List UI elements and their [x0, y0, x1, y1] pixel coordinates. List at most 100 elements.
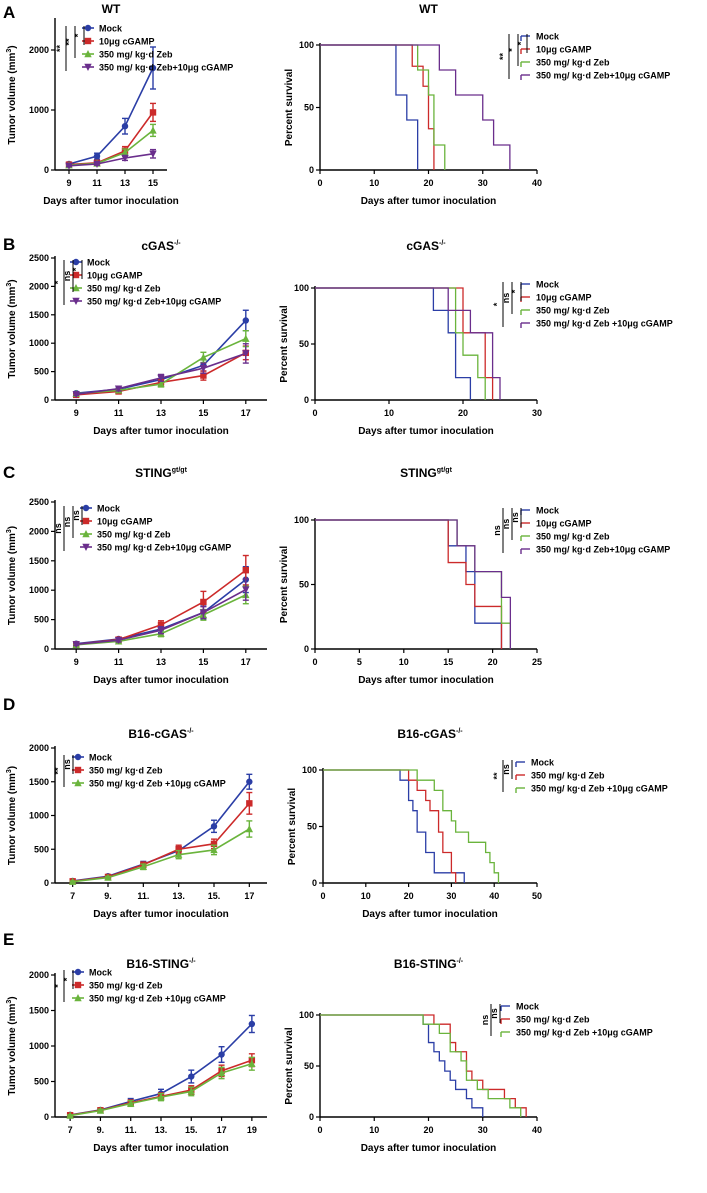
- legend-marker: [82, 517, 90, 525]
- legend-label: 350 mg/ kg·d Zeb: [516, 1015, 590, 1025]
- series-3: [68, 820, 254, 885]
- legend-marker: [84, 24, 92, 32]
- x-tick-label: 17: [217, 1125, 227, 1135]
- legend-label: 10μg cGAMP: [536, 293, 592, 303]
- survival-curve: [323, 769, 465, 883]
- x-tick-label: 17: [241, 657, 251, 667]
- legend-marker: [74, 994, 82, 1002]
- x-tick-label: 7: [68, 1125, 73, 1135]
- series-1: [315, 287, 472, 400]
- x-tick-label: 10: [399, 657, 409, 667]
- legend-item: 10μg cGAMP: [82, 37, 155, 47]
- legend-item: Mock: [72, 753, 113, 763]
- series-line: [72, 781, 250, 882]
- y-axis-label: Tumor volume (mm3): [6, 279, 18, 378]
- significance-label: ns: [62, 759, 72, 770]
- y-tick-label: 100: [302, 765, 317, 775]
- legend-item: Mock: [80, 504, 121, 514]
- series-4: [315, 287, 501, 400]
- panel-letter-b: B: [3, 235, 15, 254]
- x-axis-label: Days after tumor inoculation: [93, 1143, 229, 1154]
- y-tick-label: 0: [309, 1112, 314, 1122]
- significance-label: ns: [53, 523, 63, 534]
- data-point: [175, 846, 182, 853]
- x-axis-label: Days after tumor inoculation: [358, 426, 494, 437]
- data-point: [188, 1073, 195, 1080]
- x-tick-label: 25: [532, 657, 542, 667]
- legend-item: 350 mg/ kg·d Zeb: [520, 58, 610, 68]
- x-tick-label: 0: [320, 891, 325, 901]
- data-point: [157, 626, 165, 635]
- y-tick-label: 50: [307, 822, 317, 832]
- y-tick-label: 2000: [29, 743, 49, 753]
- y-tick-label: 1000: [29, 1041, 49, 1051]
- legend-item: 10μg cGAMP: [80, 517, 153, 527]
- legend-label: 350 mg/ kg·d Zeb +10μg cGAMP: [89, 779, 226, 789]
- legend-label: Mock: [87, 258, 111, 268]
- legend-marker: [74, 753, 82, 761]
- chart-title: B16-cGAS-/-: [397, 727, 463, 741]
- y-tick-label: 2500: [29, 497, 49, 507]
- legend-item: 350 mg/ kg·d Zeb+10μg cGAMP: [520, 545, 670, 555]
- x-tick-label: 10: [361, 891, 371, 901]
- y-tick-label: 2000: [29, 45, 49, 55]
- y-tick-label: 100: [294, 515, 309, 525]
- legend-label: 350 mg/ kg·d Zeb +10μg cGAMP: [531, 784, 668, 794]
- significance-label: **: [64, 38, 74, 46]
- y-tick-label: 0: [44, 165, 49, 175]
- data-point: [149, 150, 157, 158]
- x-tick-label: 9: [66, 178, 71, 188]
- legend-label: 350 mg/ kg·d Zeb+10μg cGAMP: [99, 63, 233, 73]
- chart-title: cGAS-/-: [406, 239, 446, 253]
- data-point: [149, 64, 157, 72]
- significance-label: **: [55, 45, 65, 53]
- y-tick-label: 0: [44, 1112, 49, 1122]
- x-tick-label: 13: [156, 408, 166, 418]
- legend-marker: [82, 543, 90, 551]
- significance-label: *: [71, 267, 81, 271]
- series-1: [320, 44, 419, 170]
- series-line: [72, 828, 250, 883]
- significance-label: ns: [492, 525, 502, 536]
- x-tick-label: 15.: [208, 891, 221, 901]
- data-point: [210, 840, 218, 848]
- x-tick-label: 20: [423, 1125, 433, 1135]
- legend-label: 350 mg/ kg·d Zeb +10μg cGAMP: [516, 1028, 653, 1038]
- y-tick-label: 50: [304, 103, 314, 113]
- series-2: [320, 1014, 527, 1117]
- y-tick-label: 100: [294, 283, 309, 293]
- x-tick-label: 10: [384, 408, 394, 418]
- x-tick-label: 10: [369, 1125, 379, 1135]
- series-2: [315, 287, 494, 400]
- data-point: [149, 109, 157, 116]
- survival-curve: [315, 287, 501, 400]
- series-2: [323, 769, 457, 883]
- y-tick-label: 500: [34, 844, 49, 854]
- data-point: [65, 162, 73, 170]
- data-point: [96, 1106, 105, 1114]
- legend-item: Mock: [520, 280, 560, 290]
- legend-marker: [84, 63, 92, 71]
- x-axis-label: Days after tumor inoculation: [93, 675, 229, 686]
- y-axis-label: Percent survival: [279, 305, 290, 382]
- chart-title: WT: [419, 2, 438, 16]
- data-point: [121, 123, 129, 130]
- data-point: [68, 877, 77, 885]
- panel-letter-d: D: [3, 695, 15, 714]
- y-tick-label: 2000: [29, 281, 49, 291]
- series-3: [320, 1014, 522, 1117]
- chart-title: B16-STING-/-: [126, 957, 196, 971]
- data-point: [93, 160, 101, 168]
- x-tick-label: 20: [423, 178, 433, 188]
- legend-item: 350 mg/ kg·d Zeb +10μg cGAMP: [500, 1028, 653, 1038]
- x-tick-label: 0: [317, 178, 322, 188]
- legend-label: 350 mg/ kg·d Zeb+10μg cGAMP: [97, 543, 231, 553]
- data-point: [199, 609, 208, 617]
- series-line: [68, 111, 154, 166]
- x-tick-label: 40: [489, 891, 499, 901]
- series-3: [315, 287, 486, 400]
- significance-label: ns: [480, 1015, 490, 1026]
- data-point: [157, 380, 165, 388]
- legend-label: 350 mg/ kg·d Zeb: [89, 766, 163, 776]
